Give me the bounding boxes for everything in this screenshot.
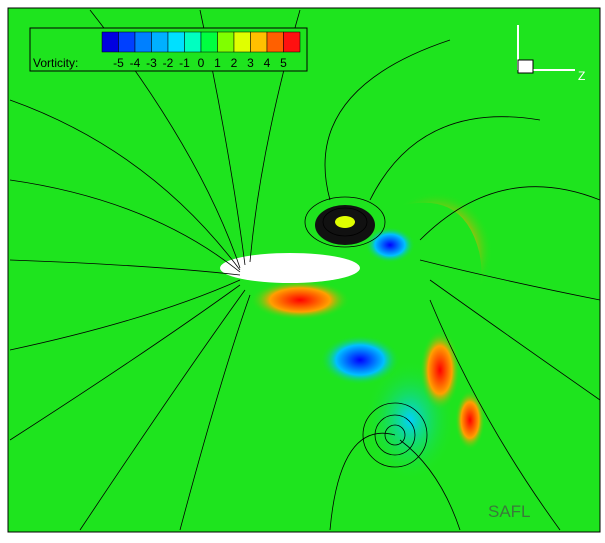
axes-indicator: Z bbox=[517, 25, 585, 83]
colorbar-tick-label: -5 bbox=[113, 56, 124, 70]
colorbar-ticks: -5 -4 -3 -2 -1 0 1 2 3 4 5 bbox=[113, 56, 287, 70]
colorbar-tick-label: 4 bbox=[264, 56, 271, 70]
colorbar-tick-label: -3 bbox=[146, 56, 157, 70]
color-swatch bbox=[200, 31, 218, 53]
color-swatch bbox=[250, 31, 268, 53]
colorbar bbox=[101, 31, 301, 53]
colorbar-tick-label: 1 bbox=[214, 56, 221, 70]
streamlines bbox=[9, 9, 601, 531]
colorbar-tick-label: -4 bbox=[130, 56, 141, 70]
color-swatch bbox=[118, 31, 136, 53]
color-swatch bbox=[266, 31, 284, 53]
color-swatch bbox=[167, 31, 185, 53]
color-swatch bbox=[217, 31, 235, 53]
color-swatch bbox=[233, 31, 251, 53]
color-swatch bbox=[184, 31, 202, 53]
color-swatch bbox=[134, 31, 152, 53]
colorbar-tick-label: -2 bbox=[163, 56, 174, 70]
legend-label: Vorticity: bbox=[33, 56, 78, 70]
color-swatch bbox=[151, 31, 169, 53]
colorbar-tick-label: -1 bbox=[179, 56, 190, 70]
axis-label: Z bbox=[578, 69, 585, 83]
colorbar-tick-label: 2 bbox=[231, 56, 238, 70]
legend: Vorticity: -5 -4 -3 -2 -1 0 1 2 3 4 5 bbox=[29, 27, 308, 72]
colorbar-tick-label: 3 bbox=[247, 56, 254, 70]
colorbar-tick-label: 0 bbox=[198, 56, 205, 70]
watermark: SAFL bbox=[488, 502, 531, 521]
colorbar-tick-label: 5 bbox=[280, 56, 287, 70]
vorticity-field bbox=[220, 180, 504, 480]
color-swatch bbox=[101, 31, 119, 53]
color-swatch bbox=[283, 31, 301, 53]
